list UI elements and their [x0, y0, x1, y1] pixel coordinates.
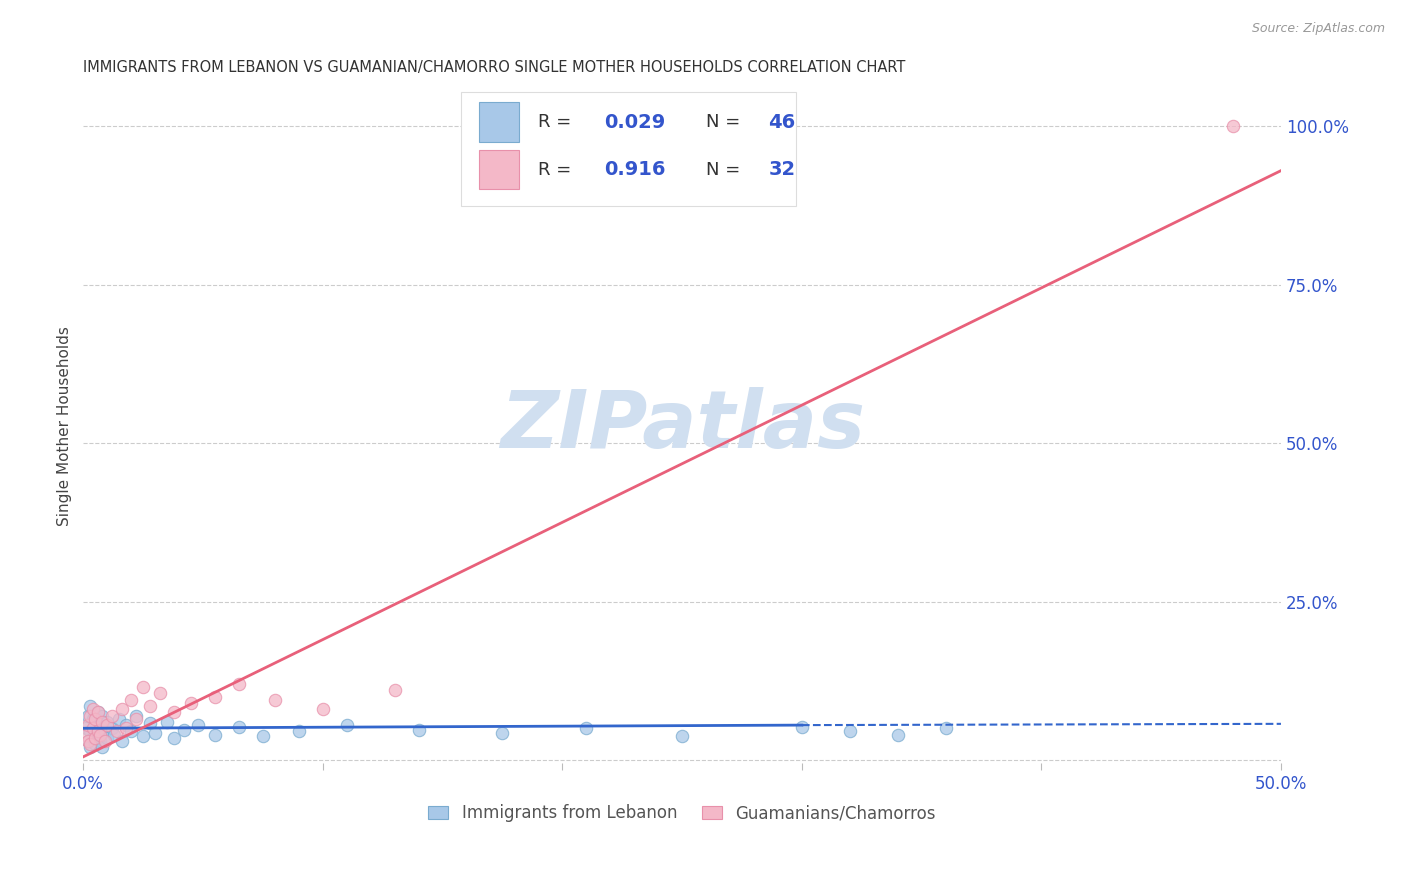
Point — [89, 728, 111, 742]
Point — [82, 731, 104, 745]
Point — [139, 699, 162, 714]
Point — [91, 714, 114, 729]
Text: 46: 46 — [768, 113, 796, 132]
Point — [1222, 120, 1244, 134]
Point — [110, 734, 132, 748]
Text: N =: N = — [706, 113, 741, 131]
Point — [77, 708, 100, 723]
Point — [77, 734, 100, 748]
Y-axis label: Single Mother Households: Single Mother Households — [58, 326, 72, 525]
Point — [132, 729, 155, 743]
FancyBboxPatch shape — [461, 92, 796, 206]
Point — [94, 724, 117, 739]
Text: IMMIGRANTS FROM LEBANON VS GUAMANIAN/CHAMORRO SINGLE MOTHER HOUSEHOLDS CORRELATI: IMMIGRANTS FROM LEBANON VS GUAMANIAN/CHA… — [83, 60, 905, 75]
Point — [86, 728, 108, 742]
Point — [790, 720, 813, 734]
Point — [79, 737, 101, 751]
FancyBboxPatch shape — [478, 103, 519, 142]
Point — [384, 683, 406, 698]
Point — [75, 721, 97, 735]
Point — [82, 702, 104, 716]
Point — [132, 680, 155, 694]
Point — [120, 724, 142, 739]
FancyBboxPatch shape — [478, 150, 519, 189]
Text: R =: R = — [538, 161, 572, 178]
Text: N =: N = — [706, 161, 741, 178]
Point — [204, 728, 226, 742]
Point — [75, 728, 97, 742]
Point — [101, 721, 124, 735]
Point — [264, 692, 287, 706]
Point — [120, 692, 142, 706]
Point — [86, 706, 108, 720]
Text: ZIPatlas: ZIPatlas — [499, 387, 865, 465]
Point — [96, 714, 118, 729]
Point — [149, 686, 172, 700]
Point — [77, 734, 100, 748]
Point — [77, 718, 100, 732]
Legend: Immigrants from Lebanon, Guamanians/Chamorros: Immigrants from Lebanon, Guamanians/Cham… — [429, 805, 936, 822]
Point — [91, 740, 114, 755]
Point — [336, 718, 359, 732]
Text: 0.029: 0.029 — [605, 113, 665, 132]
Point — [163, 731, 186, 745]
Point — [115, 721, 138, 735]
Point — [935, 721, 957, 735]
Point — [163, 706, 186, 720]
Point — [125, 712, 148, 726]
Point — [82, 721, 104, 735]
Point — [86, 706, 108, 720]
Point — [173, 723, 195, 737]
Point — [252, 729, 274, 743]
Point — [101, 708, 124, 723]
Point — [86, 724, 108, 739]
Point — [84, 731, 107, 745]
Point — [105, 724, 128, 739]
Point — [82, 712, 104, 726]
Point — [110, 702, 132, 716]
Point — [288, 724, 311, 739]
Point — [886, 728, 908, 742]
Point — [84, 737, 107, 751]
Point — [204, 690, 226, 704]
Point — [79, 708, 101, 723]
Point — [228, 720, 250, 734]
Point — [79, 699, 101, 714]
Point — [408, 723, 430, 737]
Point — [143, 726, 166, 740]
Point — [575, 721, 598, 735]
Point — [91, 708, 114, 723]
Text: 32: 32 — [768, 160, 796, 179]
Point — [125, 708, 148, 723]
Text: R =: R = — [538, 113, 572, 131]
Point — [103, 728, 125, 742]
Point — [84, 712, 107, 726]
Point — [180, 696, 202, 710]
Point — [96, 731, 118, 745]
Point — [79, 740, 101, 755]
Point — [89, 718, 111, 732]
Point — [96, 718, 118, 732]
Point — [139, 716, 162, 731]
Point — [79, 724, 101, 739]
Point — [108, 712, 131, 726]
Point — [115, 718, 138, 732]
Text: Source: ZipAtlas.com: Source: ZipAtlas.com — [1251, 22, 1385, 36]
Point — [187, 718, 209, 732]
Point — [89, 734, 111, 748]
Point — [312, 702, 335, 716]
Point — [156, 714, 179, 729]
Point — [228, 677, 250, 691]
Text: 0.916: 0.916 — [605, 160, 666, 179]
Point — [84, 714, 107, 729]
Point — [838, 724, 860, 739]
Point — [491, 726, 513, 740]
Point — [94, 734, 117, 748]
Point — [671, 729, 693, 743]
